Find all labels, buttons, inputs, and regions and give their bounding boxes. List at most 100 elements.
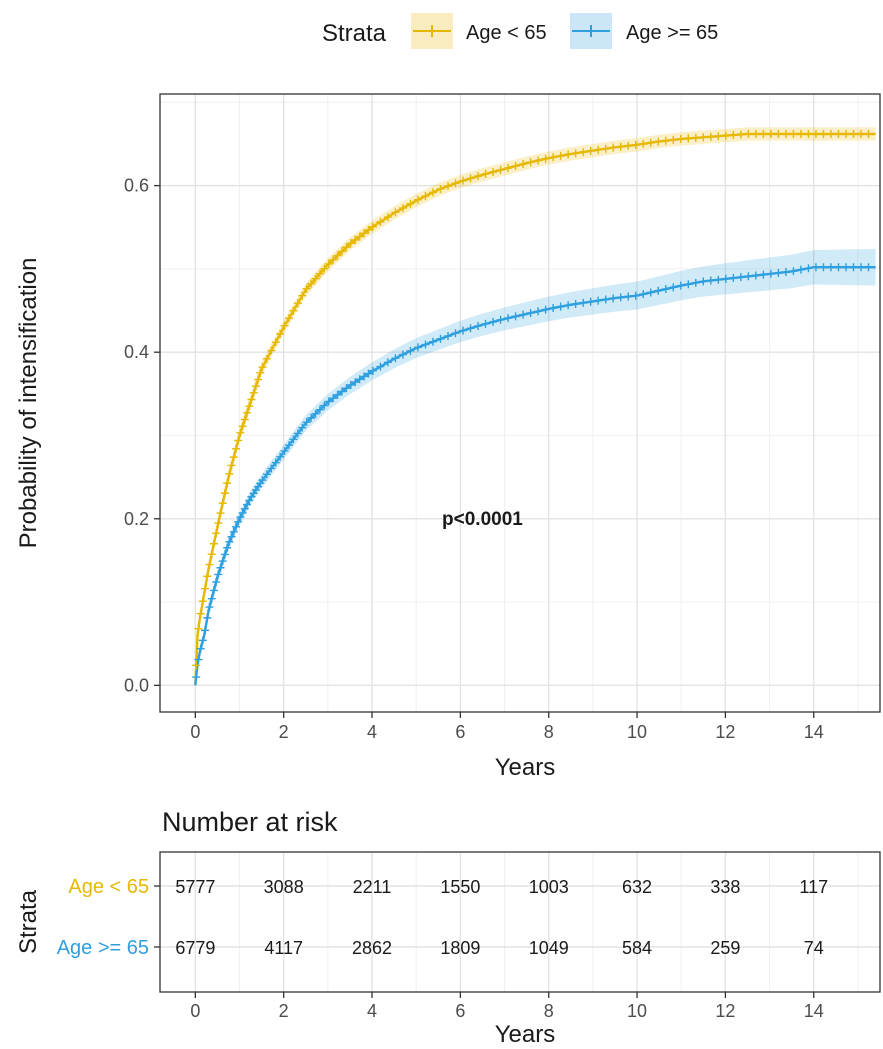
- censor-mark-age-65-plus: [324, 397, 333, 406]
- censor-mark-age-65-plus: [267, 464, 276, 473]
- censor-mark-age-65-plus: [240, 504, 249, 513]
- censor-mark-age-65-plus: [676, 281, 685, 290]
- censor-mark-age-under-65: [639, 139, 648, 148]
- censor-mark-age-65-plus: [203, 613, 212, 622]
- risk-cell: 338: [710, 877, 740, 897]
- censor-mark-age-65-plus: [329, 394, 338, 403]
- risk-cell: 2862: [352, 938, 392, 958]
- censor-mark-age-65-plus: [262, 470, 271, 479]
- censor-mark-age-under-65: [706, 132, 715, 141]
- censor-mark-age-under-65: [474, 172, 483, 181]
- censor-mark-age-65-plus: [194, 655, 203, 664]
- censor-mark-age-under-65: [413, 195, 422, 204]
- censor-mark-age-under-65: [526, 158, 535, 167]
- censor-mark-age-65-plus: [751, 271, 760, 280]
- censor-mark-age-under-65: [421, 192, 430, 201]
- risk-x-tick-label: 0: [190, 1001, 200, 1021]
- censor-mark-age-under-65: [192, 661, 201, 670]
- censor-mark-age-65-plus: [796, 265, 805, 274]
- censor-mark-age-65-plus: [315, 405, 324, 414]
- censor-mark-age-under-65: [646, 138, 655, 147]
- censor-mark-age-65-plus: [511, 312, 520, 321]
- censor-mark-age-under-65: [231, 444, 240, 453]
- censor-mark-age-under-65: [247, 395, 256, 404]
- censor-mark-age-65-plus: [759, 270, 768, 279]
- censor-mark-age-under-65: [311, 274, 320, 283]
- risk-x-tick-label: 12: [715, 1001, 735, 1021]
- censor-mark-age-65-plus: [337, 387, 346, 396]
- censor-mark-age-under-65: [744, 129, 753, 138]
- risk-cell: 2211: [353, 877, 392, 897]
- censor-mark-age-65-plus: [234, 517, 243, 526]
- km-y-tick-label: 0.6: [124, 176, 149, 196]
- legend-key-age-65-plus: [570, 13, 612, 49]
- censor-mark-age-65-plus: [214, 570, 223, 579]
- censor-mark-age-65-plus: [579, 298, 588, 307]
- censor-mark-age-65-plus: [196, 644, 205, 653]
- censor-mark-age-under-65: [243, 408, 252, 417]
- censor-mark-age-65-plus: [293, 429, 302, 438]
- censor-mark-age-65-plus: [481, 319, 490, 328]
- censor-mark-age-65-plus: [413, 343, 422, 352]
- km-x-tick-label: 4: [367, 722, 377, 742]
- censor-mark-age-under-65: [864, 129, 873, 138]
- censor-mark-age-under-65: [826, 129, 835, 138]
- censor-mark-age-under-65: [205, 560, 214, 569]
- censor-mark-age-65-plus: [504, 314, 513, 323]
- censor-mark-age-under-65: [201, 584, 210, 593]
- censor-mark-age-under-65: [609, 143, 618, 152]
- censor-mark-age-65-plus: [207, 594, 216, 603]
- km-censor-marks: [192, 129, 873, 682]
- censor-mark-age-65-plus: [376, 362, 385, 371]
- censor-mark-age-under-65: [631, 140, 640, 149]
- risk-cell: 259: [710, 938, 740, 958]
- censor-mark-age-under-65: [267, 346, 276, 355]
- censor-mark-age-under-65: [203, 572, 212, 581]
- censor-mark-age-under-65: [774, 129, 783, 138]
- censor-mark-age-under-65: [849, 129, 858, 138]
- censor-mark-age-under-65: [796, 129, 805, 138]
- legend-title: Strata: [322, 20, 387, 47]
- censor-mark-age-65-plus: [744, 272, 753, 281]
- censor-mark-age-under-65: [534, 156, 543, 165]
- censor-mark-age-65-plus: [383, 358, 392, 367]
- risk-x-tick-label: 2: [279, 1001, 289, 1021]
- risk-row-label: Age < 65: [68, 876, 149, 898]
- censor-mark-age-65-plus: [298, 423, 307, 432]
- risk-gridlines: [160, 852, 880, 992]
- censor-mark-age-under-65: [489, 167, 498, 176]
- censor-mark-age-65-plus: [243, 500, 252, 509]
- censor-mark-age-65-plus: [406, 346, 415, 355]
- censor-mark-age-65-plus: [564, 301, 573, 310]
- censor-mark-age-under-65: [240, 415, 249, 424]
- censor-mark-age-under-65: [466, 174, 475, 183]
- risk-row-label: Age >= 65: [57, 937, 149, 959]
- censor-mark-age-65-plus: [811, 263, 820, 272]
- censor-mark-age-under-65: [368, 222, 377, 231]
- censor-mark-age-65-plus: [519, 310, 528, 319]
- censor-mark-age-65-plus: [586, 297, 595, 306]
- legend-label-age-under-65: Age < 65: [466, 22, 547, 44]
- censor-mark-age-under-65: [571, 149, 580, 158]
- censor-mark-age-65-plus: [451, 329, 460, 338]
- censor-mark-age-under-65: [258, 363, 267, 372]
- risk-y-axis-label: Strata: [15, 889, 42, 954]
- censor-mark-age-65-plus: [534, 307, 543, 316]
- censor-mark-age-65-plus: [218, 557, 227, 566]
- censor-mark-age-under-65: [834, 129, 843, 138]
- censor-mark-age-under-65: [364, 225, 373, 234]
- legend: Strata Age < 65 Age >= 65: [322, 13, 718, 49]
- censor-mark-age-under-65: [351, 235, 360, 244]
- censor-mark-age-under-65: [504, 164, 513, 173]
- censor-mark-age-under-65: [216, 509, 225, 518]
- censor-mark-age-65-plus: [706, 276, 715, 285]
- censor-mark-age-under-65: [684, 134, 693, 143]
- censor-mark-age-65-plus: [466, 324, 475, 333]
- risk-row-labels: Age < 65 Age >= 65: [57, 876, 160, 959]
- censor-mark-age-65-plus: [646, 288, 655, 297]
- censor-mark-age-65-plus: [280, 446, 289, 455]
- censor-mark-age-under-65: [198, 597, 207, 606]
- censor-mark-age-65-plus: [436, 334, 445, 343]
- censor-mark-age-65-plus: [631, 291, 640, 300]
